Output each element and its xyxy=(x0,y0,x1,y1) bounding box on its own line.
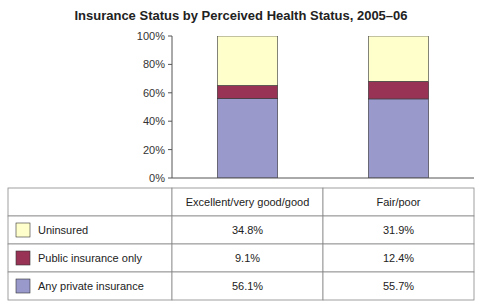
y-tick-label: 20% xyxy=(143,144,165,156)
value-label: 34.8% xyxy=(232,224,263,236)
y-tick-label: 100% xyxy=(137,30,165,42)
legend-swatch xyxy=(16,251,30,265)
y-axis-line xyxy=(172,36,173,178)
value-label: 55.7% xyxy=(383,280,414,292)
bar-segment xyxy=(368,36,428,81)
y-tick-label: 60% xyxy=(143,87,165,99)
table-cell xyxy=(323,216,474,244)
legend-label: Public insurance only xyxy=(38,252,142,264)
table-cell xyxy=(323,188,474,216)
table-cell xyxy=(172,188,323,216)
chart: Insurance Status by Perceived Health Sta… xyxy=(0,0,482,306)
bars xyxy=(217,36,428,178)
value-label: 56.1% xyxy=(232,280,263,292)
bar-segment xyxy=(368,81,428,99)
bar-segment xyxy=(217,85,277,98)
value-label: 31.9% xyxy=(383,224,414,236)
title: Insurance Status by Perceived Health Sta… xyxy=(74,8,407,23)
y-tick xyxy=(168,121,172,122)
y-tick-label: 40% xyxy=(143,115,165,127)
bar-segment xyxy=(368,99,428,178)
category-label: Fair/poor xyxy=(376,196,420,208)
table-cell xyxy=(172,216,323,244)
category-label: Excellent/very good/good xyxy=(186,196,310,208)
table-cell xyxy=(323,244,474,272)
table-cell xyxy=(8,216,172,244)
y-axis: 0% 20% 40% 60% 80% 100% xyxy=(137,30,172,184)
y-tick-label: 0% xyxy=(149,172,165,184)
table-cell xyxy=(172,272,323,300)
bar-segment xyxy=(217,98,277,178)
legend-swatch xyxy=(16,279,30,293)
x-axis-line xyxy=(172,178,474,179)
table-cell xyxy=(8,272,172,300)
y-tick xyxy=(168,64,172,65)
value-label: 9.1% xyxy=(235,252,260,264)
y-tick xyxy=(168,149,172,150)
y-tick xyxy=(168,36,172,37)
table-cell xyxy=(8,188,172,216)
legend-swatch xyxy=(16,223,30,237)
legend-label: Uninsured xyxy=(38,224,88,236)
table-cell xyxy=(172,244,323,272)
table-cell xyxy=(323,272,474,300)
legend-label: Any private insurance xyxy=(38,280,144,292)
y-tick xyxy=(168,92,172,93)
y-tick-label: 80% xyxy=(143,58,165,70)
value-label: 12.4% xyxy=(383,252,414,264)
bar-segment xyxy=(217,36,277,85)
data-table: Excellent/very good/good Fair/poor Uninsur… xyxy=(8,188,474,300)
y-tick xyxy=(168,178,172,179)
table-cell xyxy=(8,244,172,272)
